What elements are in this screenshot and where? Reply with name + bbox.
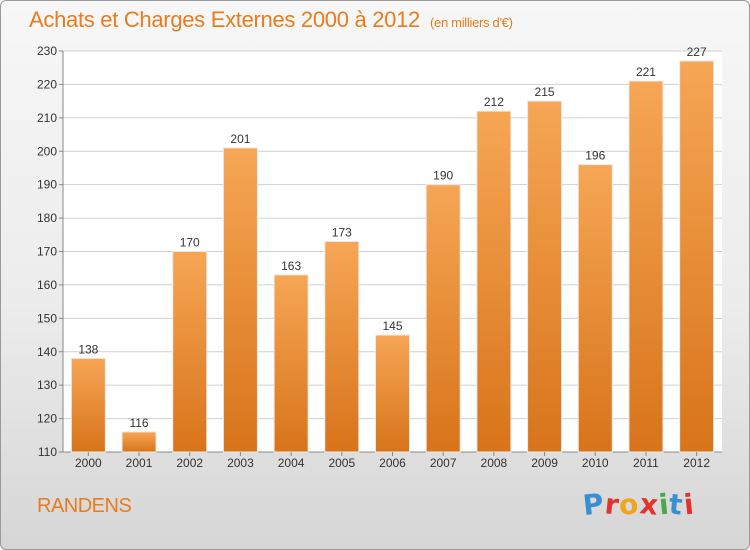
bar	[628, 80, 664, 453]
bar	[273, 274, 309, 453]
x-tick-label: 2003	[227, 456, 254, 470]
data-label: 190	[433, 169, 453, 183]
y-tick-label: 130	[37, 378, 57, 392]
data-label: 201	[230, 132, 250, 146]
x-tick-label: 2005	[328, 456, 355, 470]
chart-title: Achats et Charges Externes 2000 à 2012 (e…	[29, 7, 513, 33]
data-label: 173	[332, 225, 352, 239]
bar	[679, 60, 715, 453]
x-tick-label: 2008	[481, 456, 508, 470]
x-tick-label: 2009	[531, 456, 558, 470]
bar	[121, 431, 157, 453]
y-tick-label: 110	[38, 445, 57, 459]
y-tick-label: 170	[37, 245, 57, 259]
y-tick-label: 230	[37, 44, 57, 58]
bar	[577, 164, 613, 453]
bar	[70, 357, 106, 453]
x-tick-label: 2002	[176, 456, 203, 470]
x-tick-label: 2000	[75, 456, 102, 470]
brand-letter: P	[581, 486, 607, 523]
brand-logo: Proxiti	[581, 486, 696, 523]
x-tick-label: 2007	[430, 456, 457, 470]
bar	[222, 147, 258, 453]
data-label: 138	[78, 342, 98, 356]
bar	[172, 251, 208, 453]
x-tick-label: 2001	[126, 456, 153, 470]
data-label: 227	[687, 45, 707, 59]
y-tick-label: 220	[37, 77, 57, 91]
y-tick-label: 150	[37, 311, 57, 325]
data-label: 215	[535, 85, 555, 99]
y-tick-label: 180	[37, 211, 57, 225]
data-label: 163	[281, 259, 301, 273]
chart-title-text: Achats et Charges Externes 2000 à 2012	[29, 7, 420, 32]
y-tick-label: 140	[37, 345, 57, 359]
data-label: 145	[382, 319, 402, 333]
x-tick-label: 2006	[379, 456, 406, 470]
x-tick-label: 2004	[278, 456, 305, 470]
data-label: 212	[484, 95, 504, 109]
bar	[425, 184, 461, 453]
x-tick-label: 2012	[683, 456, 710, 470]
x-tick-label: 2010	[582, 456, 609, 470]
y-tick-label: 210	[37, 111, 57, 125]
data-label: 170	[180, 236, 200, 250]
data-label: 116	[129, 416, 148, 430]
location-name: RANDENS	[37, 495, 132, 517]
chart-subtitle: (en milliers d'€)	[429, 15, 513, 30]
y-tick-label: 190	[37, 178, 57, 192]
bar	[375, 334, 410, 453]
y-tick-label: 160	[37, 278, 57, 292]
y-tick-label: 120	[37, 412, 57, 426]
bar	[476, 110, 512, 453]
bar	[527, 100, 563, 453]
x-tick-label: 2011	[633, 456, 659, 470]
data-label: 196	[585, 149, 605, 163]
y-tick-label: 200	[37, 144, 57, 158]
bar	[324, 240, 360, 453]
data-label: 221	[636, 65, 656, 79]
brand-letter: i	[681, 487, 696, 522]
